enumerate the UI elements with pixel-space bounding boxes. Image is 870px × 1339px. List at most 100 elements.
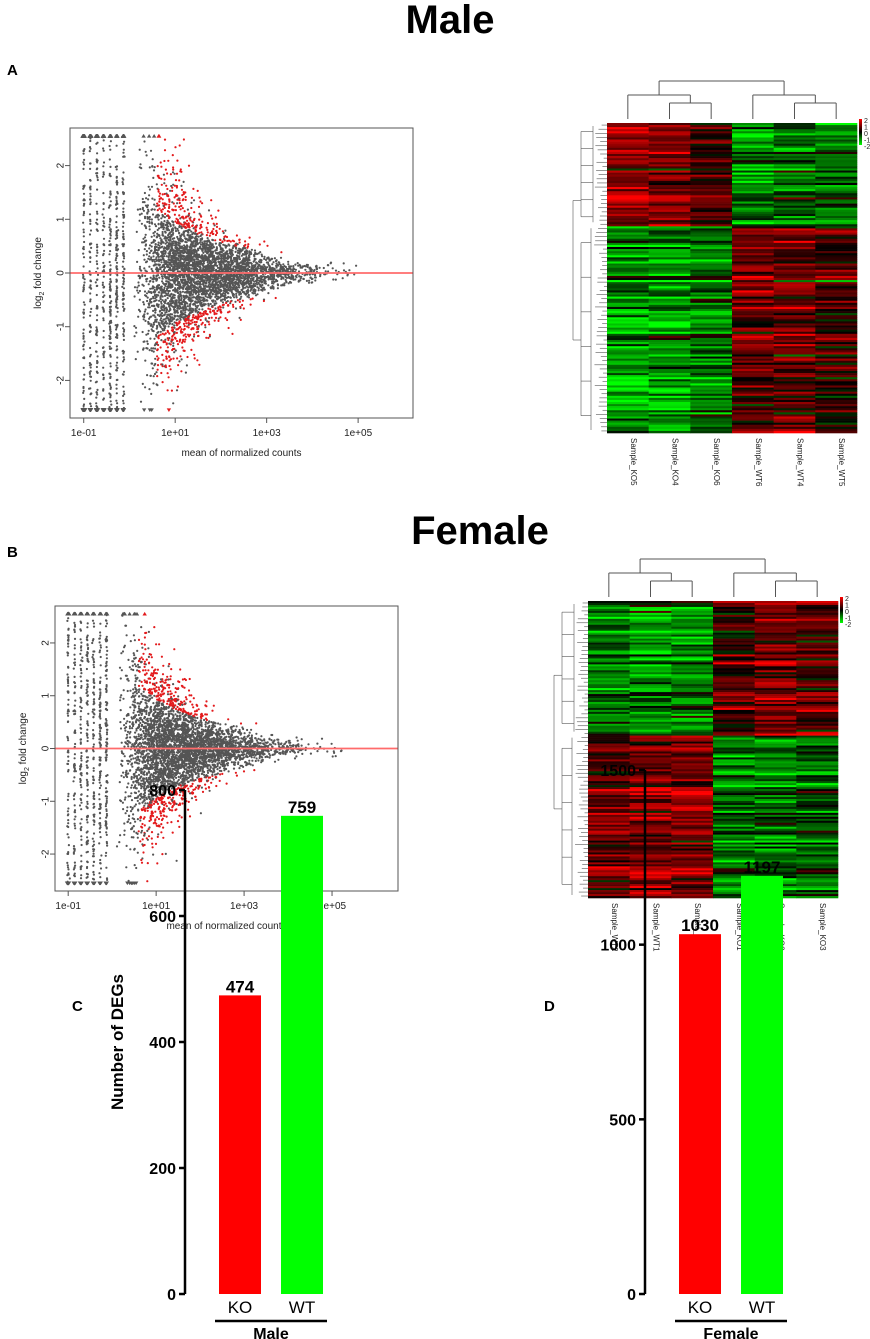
point: [334, 269, 338, 272]
point: [168, 342, 171, 345]
point: [248, 250, 251, 253]
point: [154, 225, 158, 228]
significant-point: [160, 210, 163, 213]
point: [247, 293, 250, 297]
significant-point: [193, 357, 196, 360]
point: [123, 307, 126, 310]
point: [163, 294, 167, 297]
point: [174, 254, 177, 257]
point: [148, 244, 152, 247]
point: [95, 218, 99, 221]
point: [177, 249, 181, 252]
significant-point: [187, 315, 190, 318]
point: [122, 276, 125, 279]
point: [189, 294, 192, 297]
point: [168, 253, 171, 256]
point: [178, 232, 181, 235]
point: [299, 264, 302, 267]
point: [287, 282, 290, 285]
point: [138, 289, 141, 293]
significant-point: [183, 340, 186, 343]
point: [214, 257, 217, 260]
significant-point: [214, 239, 217, 242]
point: [96, 188, 99, 191]
point: [121, 213, 125, 216]
point: [154, 347, 157, 350]
point: [115, 287, 118, 290]
point: [245, 249, 248, 252]
significant-point: [158, 207, 161, 210]
point: [188, 246, 191, 249]
point: [168, 268, 172, 271]
significant-point: [211, 230, 214, 233]
point: [89, 229, 93, 232]
point: [179, 257, 182, 260]
significant-point: [163, 149, 167, 152]
point: [269, 269, 272, 272]
point: [231, 277, 235, 280]
point: [190, 281, 193, 284]
point: [96, 141, 99, 144]
point: [288, 265, 291, 268]
significant-point: [196, 334, 200, 338]
point: [134, 358, 137, 361]
point: [212, 267, 215, 270]
point: [276, 284, 280, 287]
significant-point: [156, 165, 159, 168]
significant-point: [203, 330, 206, 333]
point: [109, 280, 112, 283]
point: [148, 251, 151, 254]
point: [174, 250, 177, 253]
point: [174, 290, 177, 293]
point: [95, 168, 98, 171]
point: [109, 237, 112, 240]
point: [140, 222, 143, 225]
point: [157, 222, 160, 225]
point: [276, 287, 279, 290]
point: [243, 292, 246, 295]
point: [177, 252, 180, 255]
significant-point: [198, 231, 201, 234]
point: [173, 309, 176, 312]
point: [190, 267, 193, 270]
point: [174, 304, 177, 307]
significant-point: [215, 312, 218, 315]
point: [248, 256, 251, 259]
point: [208, 316, 211, 320]
point: [167, 325, 170, 328]
point: [178, 237, 182, 240]
point: [174, 252, 177, 255]
significant-point: [205, 226, 208, 229]
point: [153, 260, 156, 263]
point: [89, 256, 92, 259]
point: [116, 298, 119, 301]
point: [180, 184, 183, 187]
significant-point: [241, 299, 244, 302]
point: [143, 248, 146, 251]
point: [197, 291, 200, 294]
point: [238, 286, 241, 289]
point: [195, 257, 198, 260]
point: [96, 251, 99, 254]
point: [122, 334, 125, 338]
significant-point: [174, 194, 178, 198]
point: [242, 290, 245, 293]
point: [202, 304, 205, 307]
point: [256, 283, 259, 286]
clipped-point-triangle: [166, 408, 172, 412]
point: [184, 265, 187, 269]
point: [217, 295, 220, 298]
point: [146, 217, 149, 220]
point: [239, 275, 242, 278]
significant-point: [238, 300, 241, 303]
significant-point: [171, 189, 174, 192]
point: [156, 313, 159, 316]
point: [82, 256, 86, 259]
point: [270, 287, 273, 290]
point: [160, 292, 163, 295]
point: [245, 290, 248, 293]
point: [254, 257, 257, 261]
point: [155, 371, 158, 374]
point: [271, 280, 274, 283]
point: [109, 362, 112, 365]
